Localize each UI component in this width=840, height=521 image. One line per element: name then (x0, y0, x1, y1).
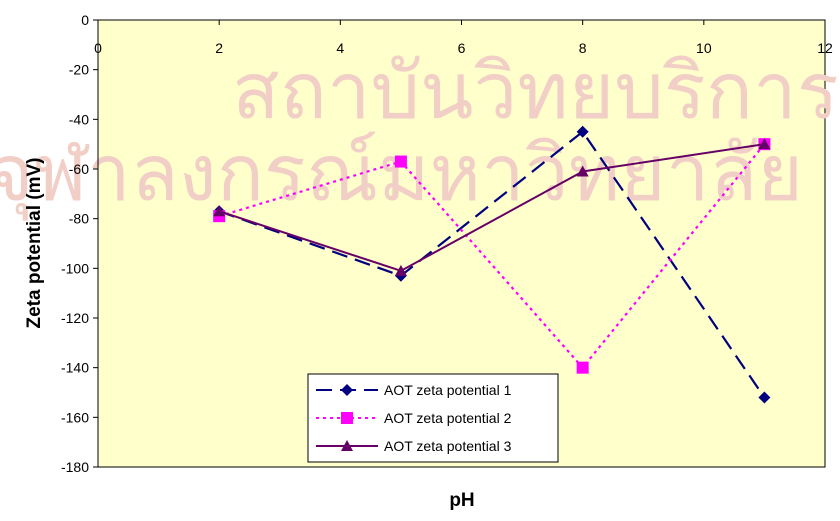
legend-label-2: AOT zeta potential 2 (384, 410, 512, 426)
axes: 0 2 4 6 8 10 12 0 -20 -40 -60 -80 -100 -120 -140 -160 -1… (61, 12, 833, 475)
series-3-point (758, 138, 771, 150)
x-tick-label: 0 (94, 40, 102, 56)
series-3-point (213, 205, 226, 217)
x-tick-label: 10 (696, 40, 712, 56)
series-3-point (394, 264, 407, 276)
series-3-line (218, 143, 765, 272)
legend: AOT zeta potential 1 AOT zeta potential 2… (307, 373, 559, 463)
watermark-line-2: จุฬาลงกรณ์มหาวิทยาลัย (0, 129, 803, 221)
legend-marker-1 (341, 384, 353, 396)
legend-marker-3 (341, 440, 353, 451)
y-tick-label: 0 (81, 12, 89, 28)
y-tick-label: -140 (61, 360, 89, 376)
y-tick-label: -100 (61, 260, 89, 276)
y-tick-label: -80 (69, 211, 89, 227)
legend-label-1: AOT zeta potential 1 (384, 382, 512, 398)
series-1-point (576, 125, 589, 138)
watermark-line-1: สถาบันวิทยบริการ (232, 47, 839, 137)
x-axis-title: pH (449, 490, 474, 511)
watermark: สถาบันวิทยบริการ จุฬาลงกรณ์มหาวิทยาลัย (0, 47, 839, 221)
legend-marker-2 (341, 412, 353, 424)
y-tick-label: -20 (69, 62, 89, 78)
series-2-point (576, 361, 589, 374)
y-tick-label: -40 (69, 111, 89, 127)
y-tick-label: -180 (61, 459, 89, 475)
x-tick-label: 4 (336, 40, 344, 56)
series-3-point (576, 165, 589, 177)
y-tick-label: -120 (61, 310, 89, 326)
y-axis-title: Zeta potential (mV) (24, 157, 45, 328)
x-tick-label: 8 (579, 40, 587, 56)
series-2-point (394, 155, 407, 168)
y-tick-label: -160 (61, 409, 89, 425)
series-layer (213, 125, 771, 404)
x-tick-label: 6 (458, 40, 466, 56)
legend-label-3: AOT zeta potential 3 (384, 438, 512, 454)
series-1-point (758, 391, 771, 404)
x-tick-label: 2 (215, 40, 223, 56)
x-tick-label: 12 (817, 40, 833, 56)
series-3 (213, 138, 771, 276)
series-1-line (218, 130, 766, 399)
y-tick-label: -60 (69, 161, 89, 177)
